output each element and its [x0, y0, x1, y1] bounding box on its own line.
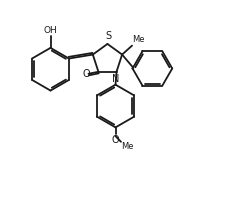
Text: OH: OH [44, 26, 57, 35]
Text: O: O [82, 69, 90, 79]
Text: O: O [112, 135, 119, 145]
Text: Me: Me [132, 35, 145, 44]
Text: N: N [112, 74, 119, 84]
Text: S: S [105, 31, 111, 41]
Text: Me: Me [122, 142, 134, 151]
